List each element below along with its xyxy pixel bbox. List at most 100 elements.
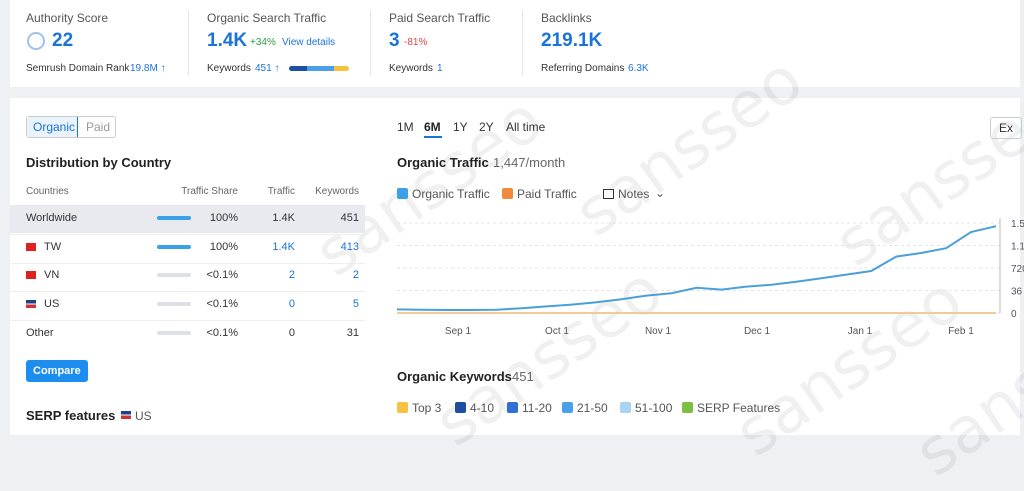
metric-change: +34% <box>250 37 276 48</box>
row-line <box>10 291 365 293</box>
cell: 2 <box>352 269 359 282</box>
legend-box <box>682 402 693 413</box>
legend-box <box>562 402 573 413</box>
chart-subtitle: 1,447/month <box>493 155 566 170</box>
cell: 1.4K <box>272 240 295 253</box>
metric-title: Paid Search Traffic <box>389 11 491 25</box>
cell: 100% <box>209 212 238 224</box>
legend-item[interactable]: Top 3 <box>412 401 442 415</box>
period[interactable]: All time <box>506 120 546 134</box>
metric-sub-value: 1 <box>437 63 443 74</box>
cell: 100% <box>209 240 238 253</box>
chart-title: Organic Traffic <box>397 155 489 170</box>
legend-box <box>502 188 513 199</box>
keywords-count: 451 <box>512 369 534 384</box>
notes[interactable]: Notes <box>618 187 650 201</box>
legend-box <box>620 402 631 413</box>
cell: 31 <box>346 326 359 339</box>
column-header: Countries <box>26 186 69 197</box>
cell: <0.1% <box>206 298 239 311</box>
metric-title: Authority Score <box>26 11 109 25</box>
period[interactable]: 6M <box>424 120 441 134</box>
serp-title: SERP features <box>26 408 116 423</box>
tab-box <box>26 116 116 138</box>
export-button[interactable]: Ex <box>990 117 1023 139</box>
tab[interactable]: Paid <box>86 120 111 134</box>
metric-sub: Referring Domains <box>541 63 625 74</box>
share-bar <box>157 273 191 278</box>
column-header: Traffic Share <box>181 186 238 197</box>
country: US <box>44 298 60 311</box>
legend-box <box>397 188 408 199</box>
keywords-bar <box>289 66 349 71</box>
metric-sub-value: 19.8M ↑ <box>130 63 166 74</box>
metric-sub-value: 451 ↑ <box>255 63 280 74</box>
metric-title: Backlinks <box>541 11 592 25</box>
share-bar <box>157 244 191 249</box>
share-bar <box>157 330 191 335</box>
period[interactable]: 1Y <box>453 120 468 134</box>
cell: 0 <box>288 326 295 339</box>
cell: 451 <box>340 212 359 224</box>
country: VN <box>44 269 60 282</box>
serp-country: US <box>135 409 152 423</box>
metric-value: 1.4K <box>207 30 248 51</box>
row-line <box>10 234 365 235</box>
legend-item[interactable]: Paid Traffic <box>517 187 577 201</box>
legend-item[interactable]: 11-20 <box>522 401 552 415</box>
cell: <0.1% <box>206 326 239 339</box>
period[interactable]: 2Y <box>479 120 494 134</box>
flag <box>26 271 36 280</box>
metric-change: -81% <box>404 37 428 48</box>
metric-title: Organic Search Traffic <box>207 11 327 25</box>
legend-item[interactable]: 51-100 <box>635 401 673 415</box>
legend-box <box>455 402 466 413</box>
metric-sub: Semrush Domain Rank <box>26 63 130 74</box>
legend-box <box>397 402 408 413</box>
legend-item[interactable]: 4-10 <box>470 401 495 415</box>
share-bar <box>157 216 191 220</box>
metric-sub: Keywords <box>389 63 433 74</box>
metric-sub-value: 6.3K <box>628 63 649 74</box>
divider <box>522 10 523 75</box>
row-line <box>10 262 365 264</box>
score-icon <box>27 32 45 50</box>
cell: 0 <box>288 298 295 311</box>
page: sansseo sansseo sansseo sansseo sansseo sanss… <box>10 0 1024 491</box>
keywords-title: Organic Keywords <box>397 369 512 384</box>
cell: 413 <box>340 240 359 253</box>
country: TW <box>44 240 62 253</box>
metric-link[interactable]: View details <box>282 37 336 48</box>
section-title: Distribution by Country <box>26 155 172 170</box>
cell: <0.1% <box>206 269 239 282</box>
cell: 5 <box>352 298 359 311</box>
country: Other <box>26 326 54 339</box>
legend-item[interactable]: 21-50 <box>577 401 608 415</box>
divider <box>188 10 189 75</box>
notes-icon <box>603 189 614 199</box>
flag <box>26 242 36 251</box>
divider <box>370 10 371 75</box>
metrics-panel <box>10 0 1020 87</box>
metric-value: 219.1K <box>541 30 603 51</box>
cell: 1.4K <box>272 212 295 224</box>
tab <box>27 117 78 137</box>
period-underline <box>424 136 442 138</box>
chevron: ⌄ <box>655 186 666 200</box>
column-header: Traffic <box>267 186 295 197</box>
country: Worldwide <box>26 212 78 224</box>
legend-item[interactable]: SERP Features <box>697 401 781 415</box>
period[interactable]: 1M <box>397 120 414 134</box>
share-bar <box>157 302 191 307</box>
column-header: Keywords <box>315 186 359 197</box>
cell: 2 <box>288 269 295 282</box>
metric-sub: Keywords <box>207 63 251 74</box>
row-line <box>10 320 365 322</box>
legend-item[interactable]: Organic Traffic <box>412 187 490 201</box>
flag <box>26 300 36 309</box>
compare-button[interactable]: Compare <box>26 360 88 382</box>
metric-value: 3 <box>389 30 400 51</box>
tab[interactable]: Organic <box>33 120 76 134</box>
legend-box <box>507 402 518 413</box>
flag <box>121 411 131 419</box>
